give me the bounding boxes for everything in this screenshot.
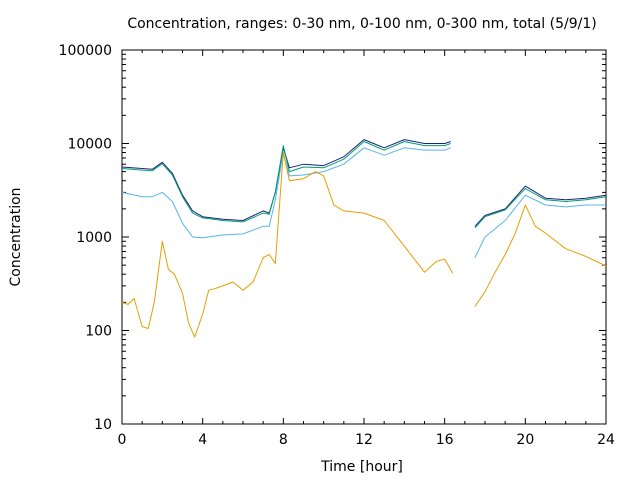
series-line-2-segment-1 — [474, 194, 606, 258]
x-tick-label: 20 — [516, 432, 534, 448]
y-tick-label: 100 — [85, 324, 112, 340]
series-line-0-segment-0 — [121, 139, 451, 221]
x-tick-label: 0 — [118, 432, 127, 448]
series-line-2-segment-0 — [121, 147, 451, 239]
series-line-1-segment-1 — [474, 188, 607, 229]
x-axis-label: Time [hour] — [320, 459, 403, 475]
x-tick-label: 24 — [597, 432, 615, 448]
x-tick-label: 12 — [355, 432, 373, 448]
y-axis-label: Concentration — [8, 187, 24, 286]
chart-title: Concentration, ranges: 0-30 nm, 0-100 nm… — [127, 16, 596, 32]
x-tick-label: 16 — [436, 432, 454, 448]
series-line-1-segment-0 — [121, 141, 451, 223]
x-tick-label: 4 — [198, 432, 207, 448]
y-tick-label: 1000 — [76, 230, 112, 246]
series-line-0-segment-1 — [474, 185, 607, 227]
series-line-3-segment-0 — [121, 152, 454, 338]
y-tick-label: 10000 — [67, 137, 112, 153]
y-tick-label: 100000 — [59, 43, 112, 59]
series-line-3-segment-1 — [474, 204, 607, 307]
x-tick-label: 8 — [279, 432, 288, 448]
y-tick-label: 10 — [94, 417, 112, 433]
